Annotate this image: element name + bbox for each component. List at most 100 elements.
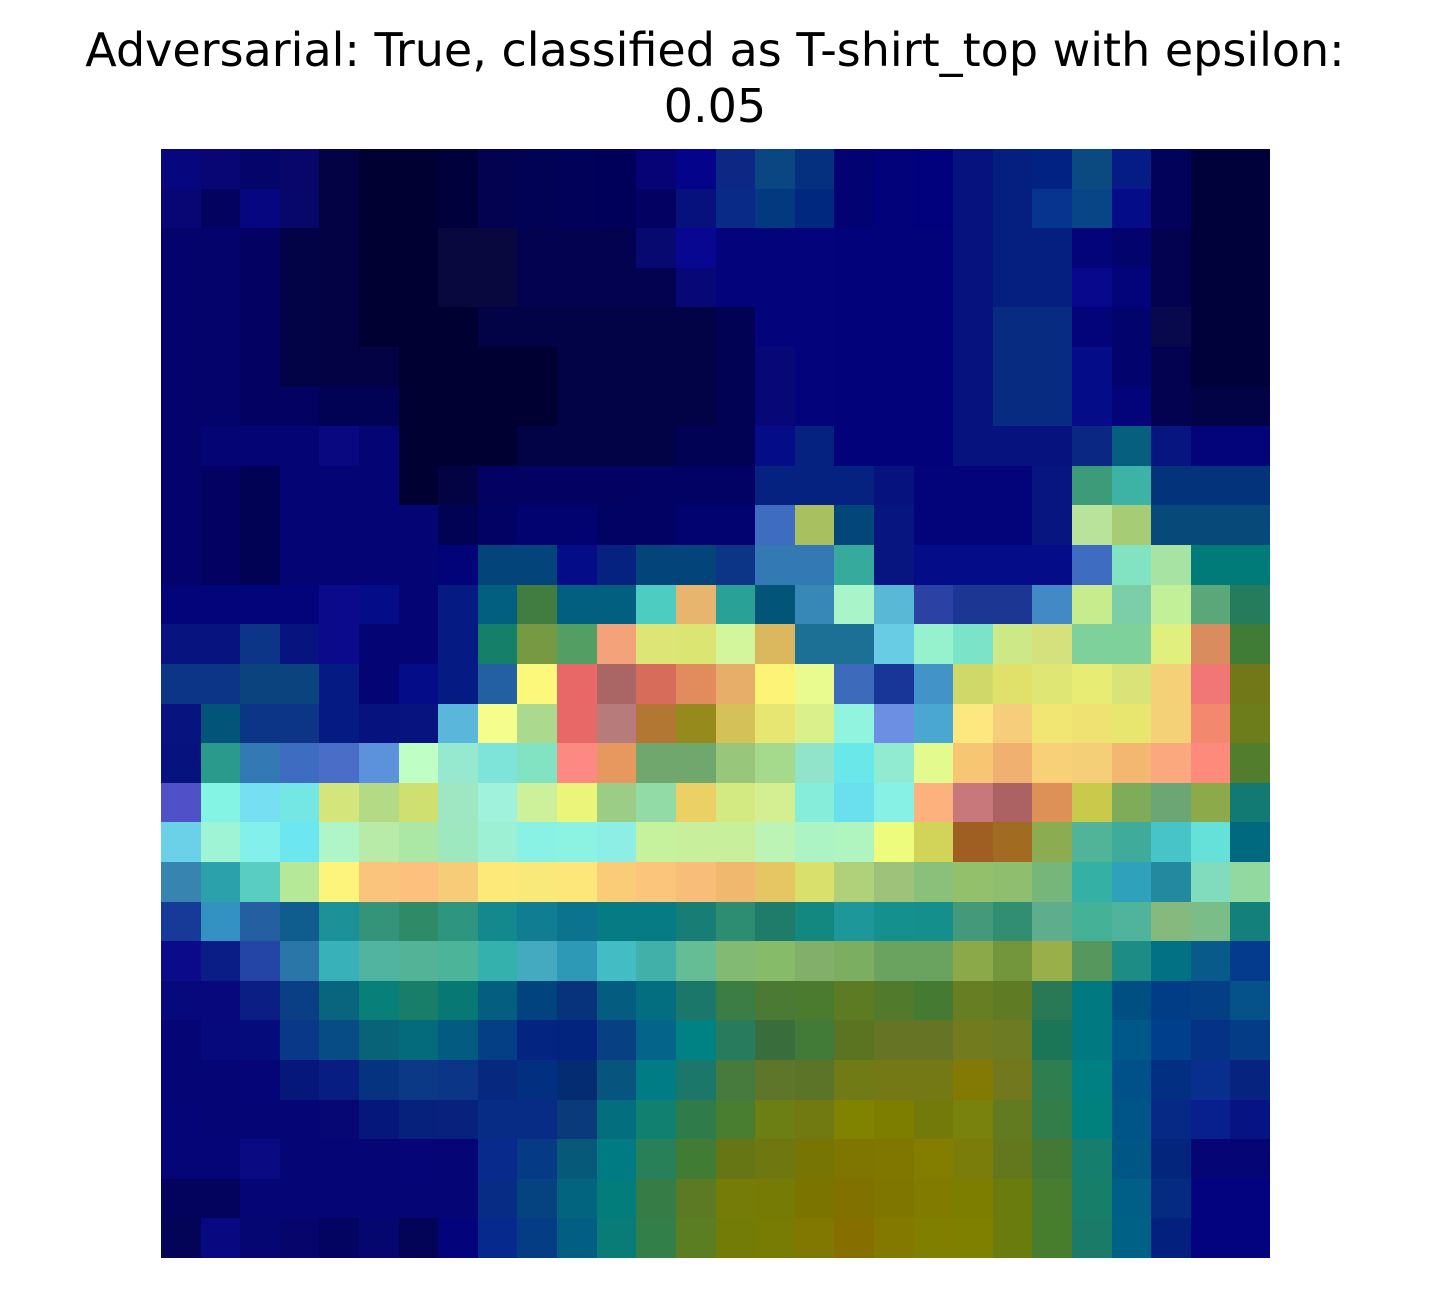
image-pixel xyxy=(794,347,835,387)
image-pixel xyxy=(1230,149,1270,189)
image-pixel xyxy=(596,426,637,466)
image-pixel xyxy=(240,347,280,387)
image-pixel xyxy=(359,663,399,704)
image-pixel xyxy=(992,267,1033,308)
image-pixel xyxy=(1071,1139,1112,1179)
image-pixel xyxy=(398,861,439,902)
image-pixel xyxy=(794,703,835,744)
image-pixel xyxy=(834,584,874,625)
image-pixel xyxy=(1111,941,1152,981)
image-pixel xyxy=(596,941,637,981)
image-pixel xyxy=(517,584,558,625)
image-pixel xyxy=(240,465,280,506)
image-pixel xyxy=(438,1139,478,1179)
image-pixel xyxy=(359,624,399,664)
image-pixel xyxy=(279,1139,320,1179)
image-pixel xyxy=(161,941,201,981)
image-pixel xyxy=(1032,386,1072,427)
image-pixel xyxy=(755,1099,795,1140)
image-pixel xyxy=(715,545,756,585)
image-pixel xyxy=(1071,307,1112,348)
image-pixel xyxy=(596,267,637,308)
image-pixel xyxy=(1230,1059,1270,1100)
image-pixel xyxy=(992,1218,1033,1258)
image-pixel xyxy=(200,782,241,823)
image-pixel xyxy=(1071,426,1112,466)
image-pixel xyxy=(398,980,439,1021)
image-pixel xyxy=(240,1139,280,1179)
image-pixel xyxy=(913,901,954,942)
image-pixel xyxy=(557,743,597,783)
image-pixel xyxy=(279,267,320,308)
image-pixel xyxy=(240,703,280,744)
image-pixel xyxy=(675,980,716,1021)
image-pixel xyxy=(1071,584,1112,625)
image-pixel xyxy=(359,267,399,308)
image-pixel xyxy=(398,1178,439,1219)
image-pixel xyxy=(596,1139,637,1179)
image-pixel xyxy=(517,703,558,744)
image-pixel xyxy=(755,822,795,862)
image-pixel xyxy=(359,465,399,506)
image-pixel xyxy=(319,901,360,942)
image-pixel xyxy=(715,1139,756,1179)
image-pixel xyxy=(794,188,835,229)
image-pixel xyxy=(557,1099,597,1140)
image-pixel xyxy=(1071,941,1112,981)
image-pixel xyxy=(992,584,1033,625)
image-pixel xyxy=(517,267,558,308)
image-pixel xyxy=(873,703,914,744)
image-pixel xyxy=(794,743,835,783)
image-pixel xyxy=(636,545,676,585)
image-pixel xyxy=(438,505,478,546)
image-pixel xyxy=(675,941,716,981)
image-pixel xyxy=(794,267,835,308)
image-pixel xyxy=(1230,624,1270,664)
image-pixel xyxy=(438,347,478,387)
image-pixel xyxy=(1190,703,1231,744)
image-pixel xyxy=(319,941,360,981)
image-pixel xyxy=(161,1099,201,1140)
image-pixel xyxy=(240,426,280,466)
image-pixel xyxy=(279,1178,320,1219)
image-pixel xyxy=(636,307,676,348)
figure-title: Adversarial: True, classified as T-shirt… xyxy=(0,22,1430,134)
image-pixel xyxy=(794,782,835,823)
image-pixel xyxy=(755,861,795,902)
image-pixel xyxy=(715,1178,756,1219)
image-pixel xyxy=(279,1218,320,1258)
image-pixel xyxy=(755,663,795,704)
image-pixel xyxy=(675,505,716,546)
image-pixel xyxy=(161,703,201,744)
image-pixel xyxy=(359,941,399,981)
image-pixel xyxy=(834,149,874,189)
image-pixel xyxy=(715,267,756,308)
image-pixel xyxy=(1230,228,1270,268)
image-pixel xyxy=(240,505,280,546)
image-pixel xyxy=(1151,822,1191,862)
image-pixel xyxy=(279,822,320,862)
image-pixel xyxy=(873,980,914,1021)
image-pixel xyxy=(636,505,676,546)
image-pixel xyxy=(1111,1218,1152,1258)
image-pixel xyxy=(755,901,795,942)
image-pixel xyxy=(1190,307,1231,348)
image-pixel xyxy=(1032,1218,1072,1258)
image-pixel xyxy=(240,822,280,862)
image-pixel xyxy=(557,347,597,387)
image-pixel xyxy=(873,505,914,546)
image-pixel xyxy=(1071,1059,1112,1100)
image-pixel xyxy=(913,465,954,506)
image-pixel xyxy=(992,1099,1033,1140)
image-pixel xyxy=(834,267,874,308)
image-pixel xyxy=(1151,1059,1191,1100)
image-pixel xyxy=(715,822,756,862)
image-pixel xyxy=(200,703,241,744)
image-pixel xyxy=(279,426,320,466)
image-pixel xyxy=(200,188,241,229)
image-pixel xyxy=(596,1178,637,1219)
image-pixel xyxy=(1111,188,1152,229)
image-pixel xyxy=(200,149,241,189)
image-pixel xyxy=(715,1099,756,1140)
image-pixel xyxy=(1190,782,1231,823)
